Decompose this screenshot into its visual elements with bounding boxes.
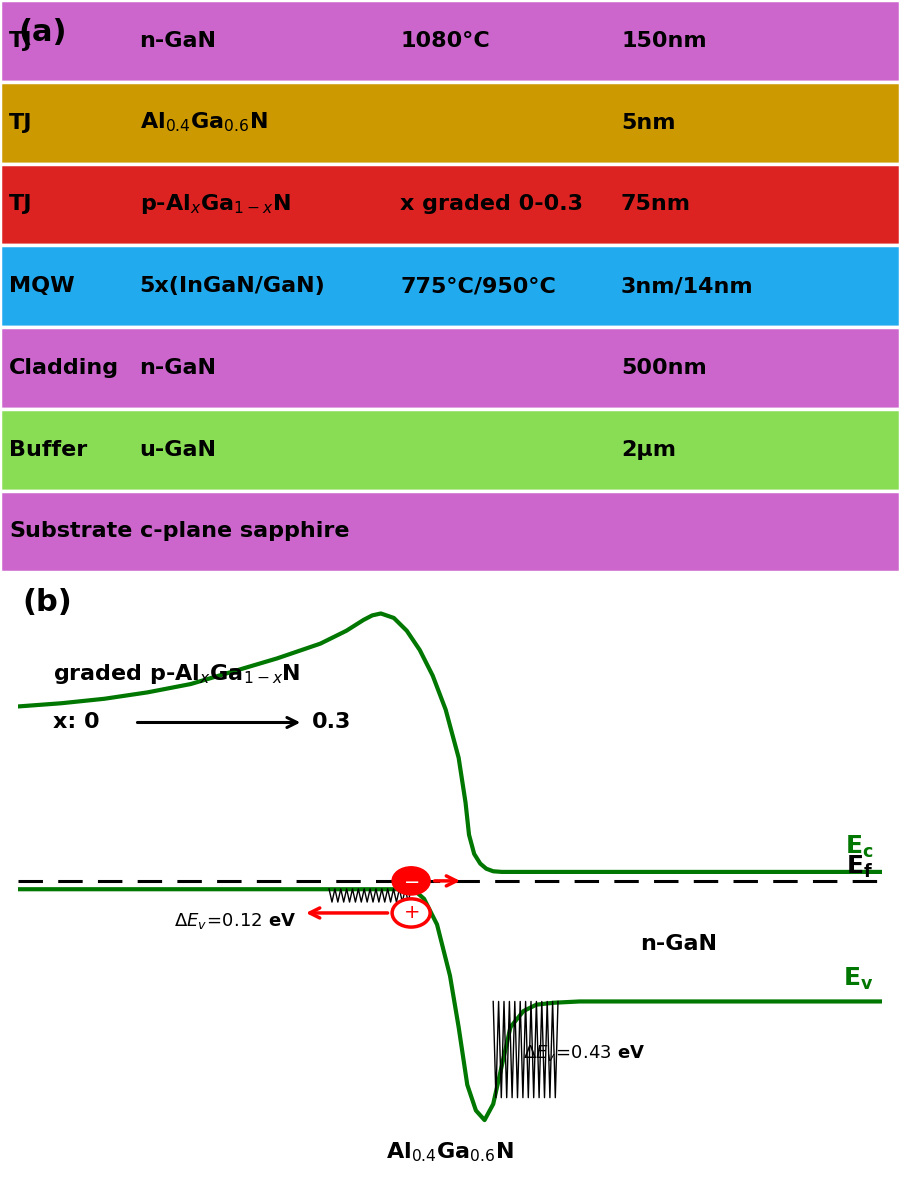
Bar: [0, 164, 900, 245]
Text: Cladding: Cladding: [9, 358, 119, 378]
Bar: [0, 0, 900, 81]
Circle shape: [392, 899, 430, 927]
Text: Al$_{0.4}$Ga$_{0.6}$N: Al$_{0.4}$Ga$_{0.6}$N: [386, 1140, 514, 1163]
Text: 775°C/950°C: 775°C/950°C: [400, 276, 556, 296]
Text: x: 0: x: 0: [52, 713, 99, 733]
Text: $\mathbf{E_c}$: $\mathbf{E_c}$: [845, 834, 873, 860]
Text: (b): (b): [22, 588, 72, 617]
Text: $\mathbf{E_v}$: $\mathbf{E_v}$: [843, 965, 873, 992]
Text: n-GaN: n-GaN: [140, 358, 217, 378]
Text: $-$: $-$: [403, 871, 419, 891]
Text: 75nm: 75nm: [621, 195, 691, 215]
Text: 5x(InGaN/GaN): 5x(InGaN/GaN): [140, 276, 325, 296]
Circle shape: [392, 867, 430, 894]
Text: $+$: $+$: [403, 904, 419, 923]
Text: p-Al$_x$Ga$_{1-x}$N: p-Al$_x$Ga$_{1-x}$N: [140, 192, 291, 216]
Bar: [0, 491, 900, 572]
Text: 500nm: 500nm: [621, 358, 707, 378]
Text: n-GaN: n-GaN: [140, 31, 217, 51]
Text: 0.3: 0.3: [311, 713, 351, 733]
Bar: [0, 408, 900, 491]
Text: n-GaN: n-GaN: [640, 933, 717, 953]
Text: 150nm: 150nm: [621, 31, 707, 51]
Text: Buffer: Buffer: [9, 440, 87, 460]
Text: TJ: TJ: [9, 31, 32, 51]
Text: Al$_{0.4}$Ga$_{0.6}$N: Al$_{0.4}$Ga$_{0.6}$N: [140, 111, 267, 135]
Text: TJ: TJ: [9, 195, 32, 215]
Text: 5nm: 5nm: [621, 112, 676, 132]
Text: (a): (a): [18, 18, 67, 47]
Text: 1080°C: 1080°C: [400, 31, 490, 51]
Bar: [0, 81, 900, 164]
Bar: [0, 327, 900, 408]
Text: $\mathbf{E_f}$: $\mathbf{E_f}$: [846, 853, 873, 879]
Text: $\Delta E_v\!=\!0.43$ eV: $\Delta E_v\!=\!0.43$ eV: [524, 1043, 645, 1063]
Text: x graded 0-0.3: x graded 0-0.3: [400, 195, 583, 215]
Text: u-GaN: u-GaN: [140, 440, 217, 460]
Text: TJ: TJ: [9, 112, 32, 132]
Text: c-plane sapphire: c-plane sapphire: [140, 522, 349, 542]
Text: $\Delta E_v\!=\!0.12$ eV: $\Delta E_v\!=\!0.12$ eV: [174, 911, 296, 931]
Text: Substrate: Substrate: [9, 522, 132, 542]
Text: graded p-Al$_x$Ga$_{1-x}$N: graded p-Al$_x$Ga$_{1-x}$N: [52, 662, 300, 687]
Text: MQW: MQW: [9, 276, 75, 296]
Text: 3nm/14nm: 3nm/14nm: [621, 276, 753, 296]
Text: 2μm: 2μm: [621, 440, 676, 460]
Bar: [0, 245, 900, 327]
